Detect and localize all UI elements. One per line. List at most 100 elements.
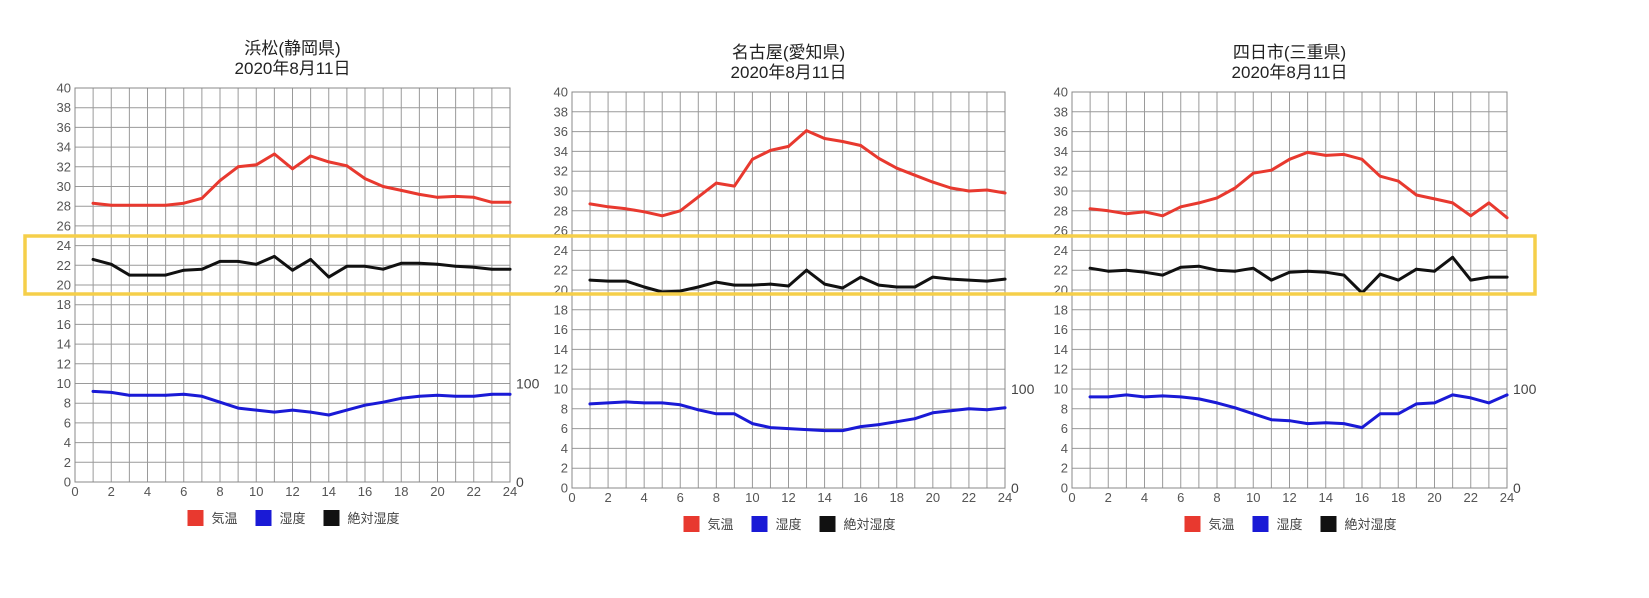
data-point <box>218 259 222 263</box>
data-point <box>1360 426 1364 430</box>
legend-item-1[interactable]: 気温 <box>187 510 238 526</box>
data-point <box>1505 393 1509 397</box>
legend-label: 湿度 <box>1277 517 1303 532</box>
legend: 気温 湿度 絶対湿度 <box>187 510 400 526</box>
x-tick-label: 18 <box>394 484 408 499</box>
y-tick-label: 40 <box>1054 85 1068 100</box>
y-tick-label: 32 <box>57 159 71 174</box>
data-point <box>1396 278 1400 282</box>
highlight-box <box>23 234 1537 296</box>
x-tick-label: 6 <box>677 490 684 505</box>
legend-label: 絶対湿度 <box>844 517 896 532</box>
data-point <box>127 273 131 277</box>
data-point <box>606 279 610 283</box>
x-tick-label: 8 <box>216 484 223 499</box>
data-point <box>472 394 476 398</box>
legend-item-1[interactable]: 気温 <box>683 516 734 532</box>
legend-item-2[interactable]: 湿度 <box>255 510 306 526</box>
chart-title: 浜松(静岡県) <box>244 39 340 58</box>
data-point <box>841 140 845 143</box>
data-point <box>1179 265 1183 269</box>
data-point <box>417 192 421 196</box>
y-tick-label: 38 <box>1054 104 1068 119</box>
data-point <box>454 394 458 398</box>
data-point <box>327 275 331 279</box>
legend-item-3[interactable]: 絶対湿度 <box>1320 516 1397 532</box>
y2-tick-label: 0 <box>1513 480 1521 496</box>
data-point <box>696 285 700 289</box>
data-point <box>895 166 899 170</box>
data-point <box>381 267 385 271</box>
data-point <box>1342 422 1346 426</box>
data-point <box>1396 412 1400 416</box>
data-point <box>931 411 935 415</box>
legend-item-3[interactable]: 絶対湿度 <box>323 510 400 526</box>
data-point <box>236 406 240 410</box>
legend-swatch <box>1252 516 1269 532</box>
chart-panel-3: 四日市(三重県)2020年8月11日0246810121416182022242… <box>1054 43 1537 532</box>
data-point <box>218 179 222 182</box>
data-point <box>417 394 421 398</box>
y-tick-label: 16 <box>1054 322 1068 337</box>
data-point <box>696 408 700 412</box>
y-tick-label: 14 <box>1054 342 1068 357</box>
series-line-3 <box>1088 255 1509 295</box>
y-tick-label: 16 <box>57 317 71 332</box>
data-point <box>1215 268 1219 272</box>
data-point <box>182 392 186 396</box>
x-tick-label: 2 <box>108 484 115 499</box>
data-point <box>1233 186 1237 190</box>
y-tick-label: 12 <box>1054 362 1068 377</box>
y-tick-label: 0 <box>1061 481 1068 496</box>
series-line-2 <box>1088 393 1509 430</box>
data-point <box>1106 395 1110 399</box>
data-point <box>363 177 367 181</box>
x-tick-label: 14 <box>817 490 831 505</box>
legend-label: 気温 <box>212 511 238 526</box>
data-point <box>841 286 845 290</box>
data-point <box>1088 266 1092 270</box>
y-tick-label: 2 <box>561 461 568 476</box>
data-point <box>1378 174 1382 178</box>
series-line-3 <box>588 268 1007 294</box>
data-point <box>1487 275 1491 279</box>
x-tick-label: 4 <box>641 490 648 505</box>
data-point <box>272 255 276 258</box>
y-tick-label: 4 <box>1061 441 1068 456</box>
data-point <box>732 184 736 188</box>
data-point <box>508 267 512 271</box>
y-tick-label: 28 <box>554 203 568 218</box>
x-tick-label: 0 <box>1068 490 1075 505</box>
x-tick-label: 6 <box>180 484 187 499</box>
y-tick-label: 12 <box>57 356 71 371</box>
x-tick-label: 20 <box>1427 490 1441 505</box>
legend-swatch <box>1320 516 1337 532</box>
data-point <box>1433 197 1436 201</box>
data-point <box>967 407 971 411</box>
data-point <box>236 259 240 263</box>
legend-label: 気温 <box>1209 517 1235 532</box>
series-line-2 <box>588 400 1007 433</box>
data-point <box>1143 395 1146 399</box>
data-point <box>913 417 917 421</box>
data-point <box>877 423 881 427</box>
data-point <box>642 401 646 405</box>
data-point <box>1288 419 1291 423</box>
y-tick-label: 36 <box>1054 124 1068 139</box>
data-point <box>895 420 899 424</box>
data-point <box>309 154 313 158</box>
legend-item-1[interactable]: 気温 <box>1184 516 1235 532</box>
legend-item-3[interactable]: 絶対湿度 <box>819 516 896 532</box>
data-point <box>751 422 754 426</box>
data-point <box>381 400 385 404</box>
y-tick-label: 6 <box>561 421 568 436</box>
data-point <box>1106 269 1110 273</box>
legend-swatch <box>751 516 768 532</box>
legend-item-2[interactable]: 湿度 <box>751 516 802 532</box>
data-point <box>805 268 808 272</box>
y-tick-label: 24 <box>57 238 71 253</box>
data-point <box>949 409 953 413</box>
legend-item-2[interactable]: 湿度 <box>1252 516 1303 532</box>
y-tick-label: 16 <box>554 322 568 337</box>
data-point <box>895 285 899 289</box>
